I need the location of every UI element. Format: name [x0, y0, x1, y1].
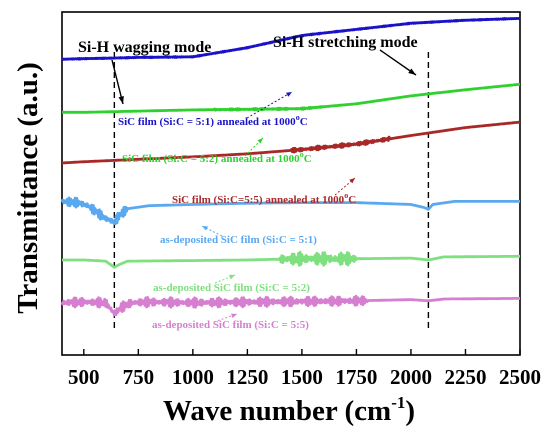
- label-arrows: [201, 91, 356, 323]
- series-label-degree-3: o: [344, 191, 348, 200]
- series-arrowhead-5: [229, 274, 235, 280]
- series-label-2: SiC film (Si:C = 5:2) annealed at 1000oC: [122, 150, 312, 165]
- series-label-3: SiC film (Si:C=5:5) annealed at 1000oC: [172, 191, 356, 206]
- y-axis-title: Transmittance (a.u.): [12, 62, 44, 314]
- x-axis-title: Wave number (cm-1): [163, 393, 415, 427]
- series-line-4: [60, 196, 521, 226]
- series-label-4: as-deposited SiC film (Si:C = 5:1): [160, 234, 317, 246]
- series-label-degree-2: o: [300, 150, 304, 159]
- x-tick-label-6: 1750: [335, 365, 377, 389]
- x-tick-label-2: 750: [123, 365, 155, 389]
- series-arrowhead-3: [349, 178, 355, 184]
- annotations: Si-H wagging mode Si-H stretching mode: [78, 34, 418, 105]
- x-ticks: 500 750 1000 1250 1500 1750 2000 2250 2500: [68, 349, 541, 389]
- series-line-3: [61, 120, 521, 165]
- series-line-2: [61, 82, 521, 114]
- series-label-text-2: SiC film (Si:C = 5:2) annealed at 1000: [122, 153, 300, 165]
- series-group: [60, 16, 521, 317]
- series-arrowhead-6: [231, 313, 237, 319]
- x-tick-label-4: 1250: [226, 365, 268, 389]
- series-line-6: [60, 294, 521, 317]
- x-tick-label-9: 2500: [499, 365, 541, 389]
- series-label-unit-2: C: [304, 153, 312, 165]
- series-label-5: as-deposited SiC film (Si:C = 5:2): [153, 282, 310, 294]
- series-label-text-5: as-deposited SiC film (Si:C = 5:2): [153, 282, 310, 294]
- x-tick-label-7: 2000: [390, 365, 432, 389]
- annotation-2: Si-H stretching mode: [273, 34, 418, 51]
- annotation-1: Si-H wagging mode: [78, 39, 211, 56]
- series-label-text-6: as-deposited SiC film (Si:C = 5:5): [152, 319, 309, 331]
- annotation-arrowhead-2: [408, 68, 416, 75]
- series-arrowhead-2: [257, 138, 263, 144]
- annotation-arrowhead-1: [118, 96, 124, 104]
- series-arrowhead-4: [202, 226, 208, 231]
- series-label-unit-3: C: [348, 194, 356, 206]
- series-labels: SiC film (Si:C = 5:1) annealed at 1000oC…: [118, 113, 356, 331]
- x-tick-label-8: 2250: [444, 365, 486, 389]
- x-tick-label-3: 1000: [172, 365, 214, 389]
- reference-lines: [113, 52, 430, 330]
- series-arrow-1: [246, 91, 293, 119]
- plot-frame: [61, 11, 521, 356]
- x-tick-label-1: 500: [68, 365, 100, 389]
- series-arrowhead-1: [286, 92, 292, 97]
- series-label-degree-1: o: [296, 113, 300, 122]
- series-label-unit-1: C: [300, 116, 308, 128]
- x-axis-title-close: ): [405, 395, 415, 427]
- series-label-1: SiC film (Si:C = 5:1) annealed at 1000oC: [118, 113, 308, 128]
- annotation-arrow-1: [111, 59, 124, 105]
- x-axis-title-sup: -1: [391, 393, 405, 412]
- x-axis-title-main: Wave number (cm: [163, 395, 391, 427]
- x-tick-label-5: 1500: [281, 365, 323, 389]
- series-label-6: as-deposited SiC film (Si:C = 5:5): [152, 319, 309, 331]
- series-label-text-4: as-deposited SiC film (Si:C = 5:1): [160, 234, 317, 246]
- series-line-1: [61, 16, 521, 61]
- series-label-text-1: SiC film (Si:C = 5:1) annealed at 1000: [118, 116, 296, 128]
- series-line-5: [61, 250, 521, 269]
- series-label-text-3: SiC film (Si:C=5:5) annealed at 1000: [172, 194, 345, 206]
